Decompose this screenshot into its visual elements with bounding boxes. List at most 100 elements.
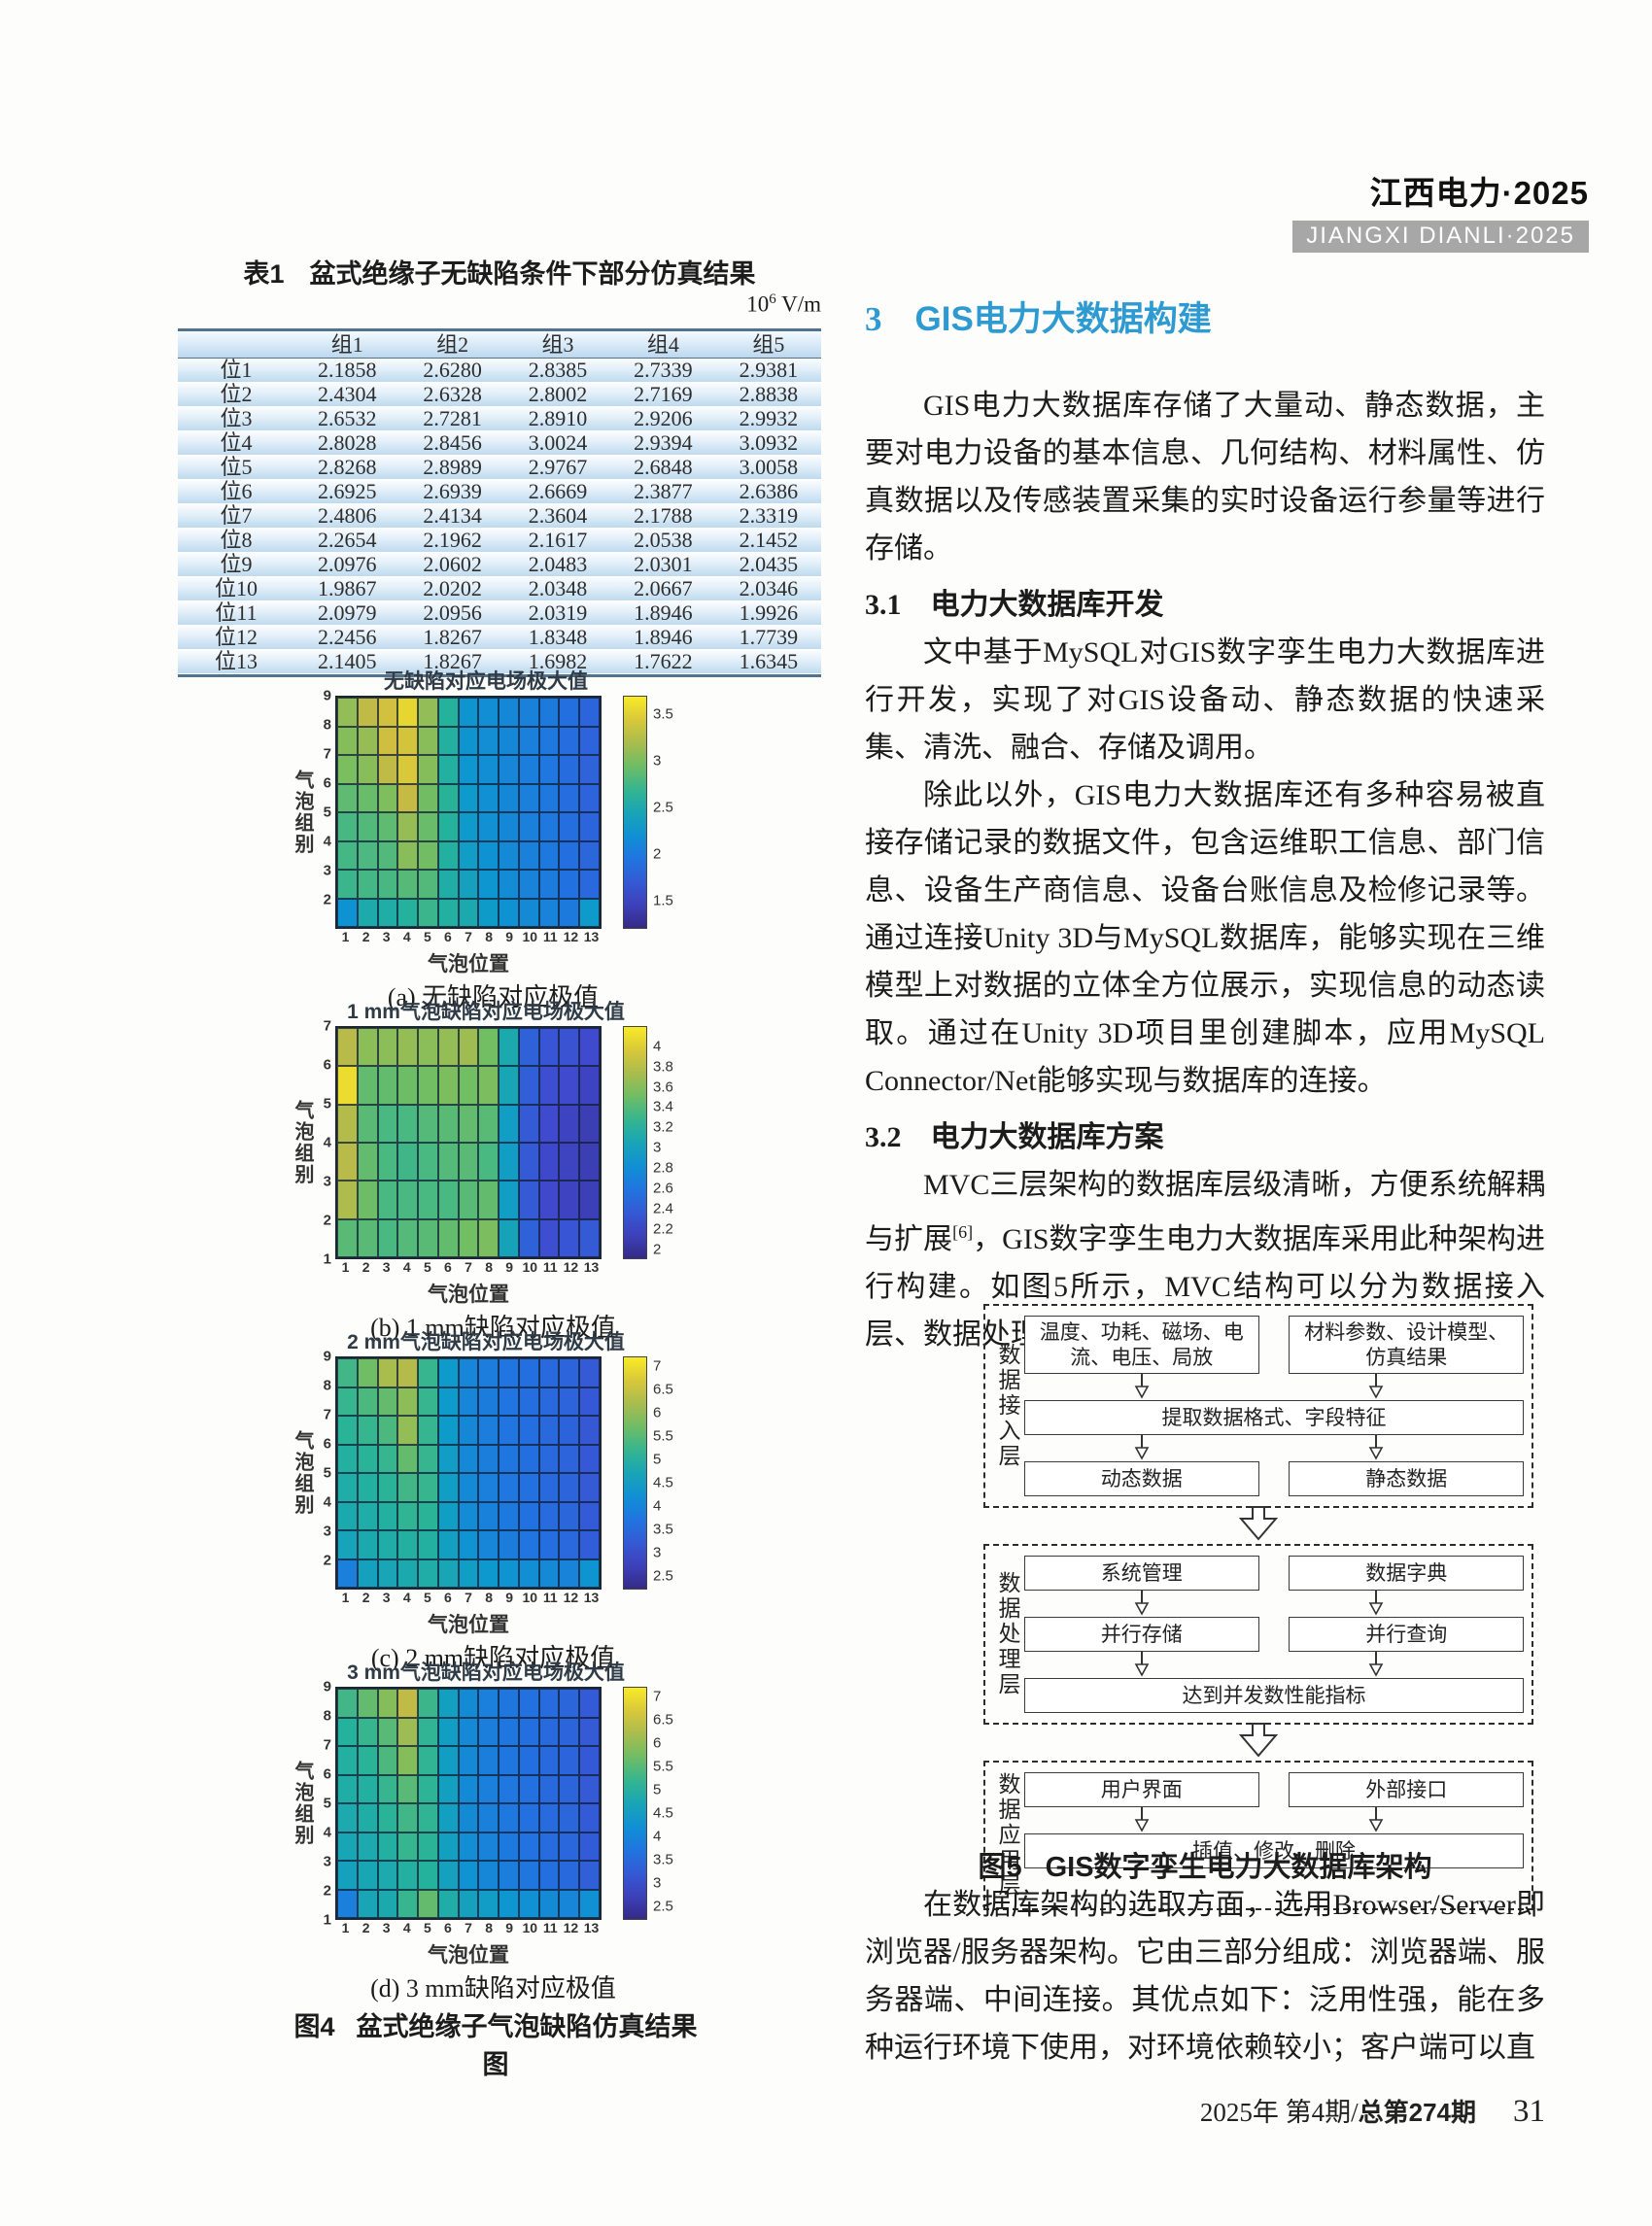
x-tick: 8 (485, 1920, 493, 1935)
heatmap-cell (418, 783, 438, 812)
heatmap-cell (499, 1028, 519, 1067)
heatmap-cell (518, 812, 539, 841)
table-cell: 2.0346 (739, 576, 799, 600)
heatmap-cell (499, 1358, 519, 1387)
x-tick: 9 (505, 929, 514, 944)
heatmap-cell (377, 812, 398, 841)
heatmap-cell (397, 1142, 419, 1181)
page-number: 31 (1513, 2094, 1545, 2129)
heatmap-cell (418, 1028, 438, 1067)
colorbar-tick: 3.2 (653, 1118, 673, 1136)
heatmap-cell (458, 1358, 479, 1387)
heatmap-cell (579, 726, 600, 755)
table-row: 位11 2.0979 2.0956 2.0319 1.8946 1.9926 (178, 601, 821, 626)
diagram-box: 温度、功耗、磁场、电流、电压、局放 (1024, 1316, 1259, 1374)
heatmap-cell (579, 1558, 600, 1588)
arrow-slot (1259, 1807, 1495, 1833)
subplot-caption: (c) 2 mm缺陷对应极值 (370, 1644, 616, 1672)
heatmap-cell (337, 1066, 358, 1105)
heatmap-cell (579, 1861, 600, 1890)
diagram-layer-label-text: 数据处理层 (995, 1571, 1019, 1697)
x-axis-ticks: 1 2 3 4 5 6 7 8 9 10 11 12 13 (335, 929, 602, 948)
issue-total: 总第274期 (1358, 2098, 1476, 2127)
heatmap-cell (458, 1689, 479, 1718)
colorbar-tick: 4 (653, 1497, 662, 1515)
x-tick: 5 (423, 1920, 431, 1935)
y-tick: 5 (323, 804, 331, 821)
table-cell: 2.8028 (317, 430, 377, 455)
table-cell: 2.1405 (317, 649, 377, 673)
table-cell: 3.0058 (739, 455, 799, 479)
heatmap-cell (458, 1558, 479, 1588)
table-row: 位3 2.6532 2.7281 2.8910 2.9206 2.9932 (178, 407, 821, 431)
heatmap-cell (337, 1416, 358, 1445)
heatmap-cell (337, 783, 358, 812)
y-tick: 5 (323, 1795, 331, 1812)
heatmap-cell (499, 1717, 519, 1746)
figure4-label: 图4 (293, 2012, 335, 2041)
heatmap-cell (478, 1746, 499, 1775)
colorbar-tick: 2.5 (653, 1898, 673, 1915)
heatmap-cell (559, 783, 580, 812)
y-axis-label-text: 气泡组别 (292, 1100, 313, 1185)
heatmap-cell (418, 812, 438, 841)
heatmap-cell (458, 1832, 479, 1861)
heatmap-cell (518, 1746, 539, 1775)
heatmap-cell (377, 1861, 398, 1890)
y-tick: 3 (323, 1173, 331, 1190)
heatmap-cell (377, 698, 398, 727)
y-tick: 8 (323, 716, 331, 734)
diagram-layer-body: 温度、功耗、磁场、电流、电压、局放 材料参数、设计模型、仿真结果 提取数据格式、字段… (1024, 1316, 1524, 1496)
heatmap-cell (437, 783, 459, 812)
colorbar-tick: 3.5 (653, 1851, 673, 1868)
heatmap-cell (579, 698, 600, 727)
table-cell: 1.8946 (634, 600, 693, 625)
x-tick: 8 (485, 1590, 493, 1605)
heatmap-cell (397, 1558, 419, 1588)
x-tick: 11 (542, 1590, 558, 1605)
heatmap-cell (337, 1861, 358, 1890)
x-tick: 2 (361, 1920, 370, 1935)
table-cell: 2.6532 (317, 406, 377, 430)
heatmap-cell (377, 1689, 398, 1718)
colorbar-tick: 3 (653, 1139, 662, 1156)
heatmap-cell (418, 1218, 438, 1257)
heatmap-cell (478, 1558, 499, 1588)
heatmap-cell (538, 726, 560, 755)
heatmap-cell (499, 1218, 519, 1257)
heatmap-cell (397, 1803, 419, 1832)
table-cell: 2.8002 (528, 382, 588, 406)
heatmap-cell (357, 1416, 378, 1445)
down-arrow-icon (1367, 1591, 1385, 1617)
colorbar-tick: 6.5 (653, 1381, 673, 1398)
heatmap-cell (478, 1473, 499, 1502)
y-tick: 6 (323, 1435, 331, 1453)
table-header-cell: 组2 (436, 332, 469, 357)
x-tick: 13 (583, 1920, 600, 1935)
x-axis-ticks: 1 2 3 4 5 6 7 8 9 10 11 12 13 (335, 1920, 602, 1939)
heatmap-cell (418, 898, 438, 927)
table-row-label: 位3 (220, 406, 253, 430)
heatmap-cell (478, 1530, 499, 1559)
heatmap-cell (458, 840, 479, 870)
heatmap-cell (458, 1444, 479, 1473)
heatmap-cell (559, 812, 580, 841)
x-axis-label: 气泡位置 (428, 1944, 509, 1967)
heatmap-cell (357, 1358, 378, 1387)
colorbar-tick: 2.5 (653, 1567, 673, 1585)
table-cell: 2.6848 (634, 455, 693, 479)
table-cell: 2.0979 (317, 600, 377, 625)
heatmap-cell (357, 1028, 378, 1067)
heatmap-cell (337, 1473, 358, 1502)
colorbar-tick: 1.5 (653, 892, 673, 909)
x-tick: 6 (444, 1590, 452, 1605)
heatmap-cell (337, 1889, 358, 1918)
heatmap-cell (458, 1387, 479, 1416)
diagram-box: 系统管理 (1024, 1556, 1259, 1591)
heatmap-title: 1 mm气泡缺陷对应电场极大值 (347, 1001, 625, 1023)
heatmap-subplot: 3 mm气泡缺陷对应电场极大值 气泡组别 9 8 7 6 5 4 3 2 1 7 6.5 6 5.5 5 4.5… (287, 1661, 700, 2003)
heatmap-cell (499, 812, 519, 841)
heatmap-cell (337, 1104, 358, 1143)
diagram-box-row: 动态数据 静态数据 (1024, 1461, 1524, 1496)
heatmap-cell (458, 1218, 479, 1257)
